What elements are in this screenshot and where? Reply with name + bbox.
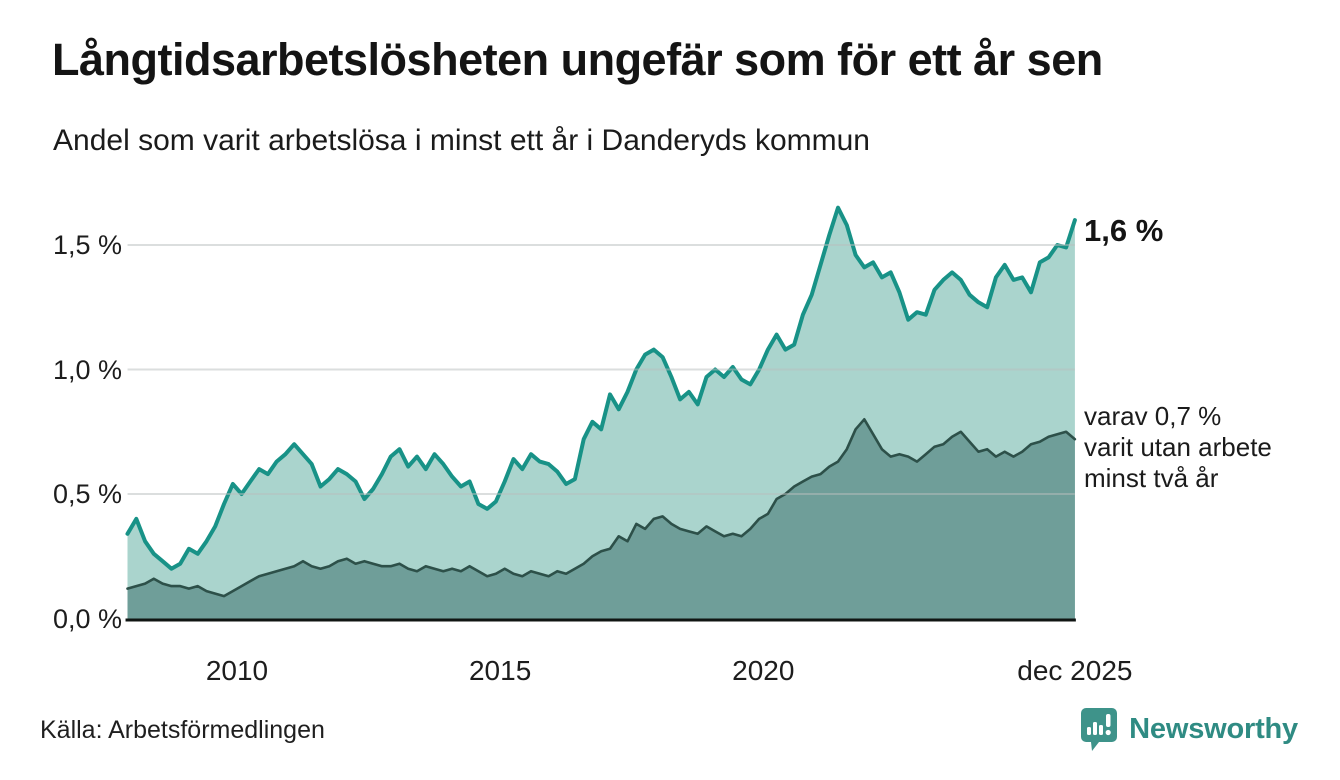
y-axis-tick: 1,0 % — [52, 354, 122, 385]
x-axis-tick: dec 2025 — [1017, 655, 1133, 686]
series-end-value-label: 1,6 % — [1084, 213, 1164, 248]
x-axis-tick: 2020 — [732, 655, 795, 686]
source-credit: Källa: Arbetsförmedlingen — [40, 716, 325, 744]
x-axis-tick: 2015 — [468, 655, 532, 686]
annotation-line: varit utan arbete — [1084, 432, 1272, 462]
chart-subtitle: Andel som varit arbetslösa i minst ett å… — [53, 124, 870, 157]
y-axis-tick: 1,5 % — [52, 230, 122, 260]
page-title: Långtidsarbetslösheten ungefär som för e… — [52, 34, 1103, 85]
y-axis-tick: 0,0 % — [52, 603, 122, 634]
newsworthy-logo-icon — [1079, 706, 1119, 752]
series-annotation: varav 0,7 % varit utan arbete minst två … — [1084, 401, 1272, 494]
annotation-line: minst två år — [1084, 463, 1219, 493]
y-axis-tick: 0,5 % — [52, 479, 122, 509]
newsworthy-logo[interactable]: Newsworthy — [1079, 706, 1298, 752]
x-axis-tick: 2010 — [205, 655, 269, 686]
newsworthy-logo-text: Newsworthy — [1129, 712, 1298, 745]
annotation-line: varav 0,7 % — [1084, 401, 1222, 431]
